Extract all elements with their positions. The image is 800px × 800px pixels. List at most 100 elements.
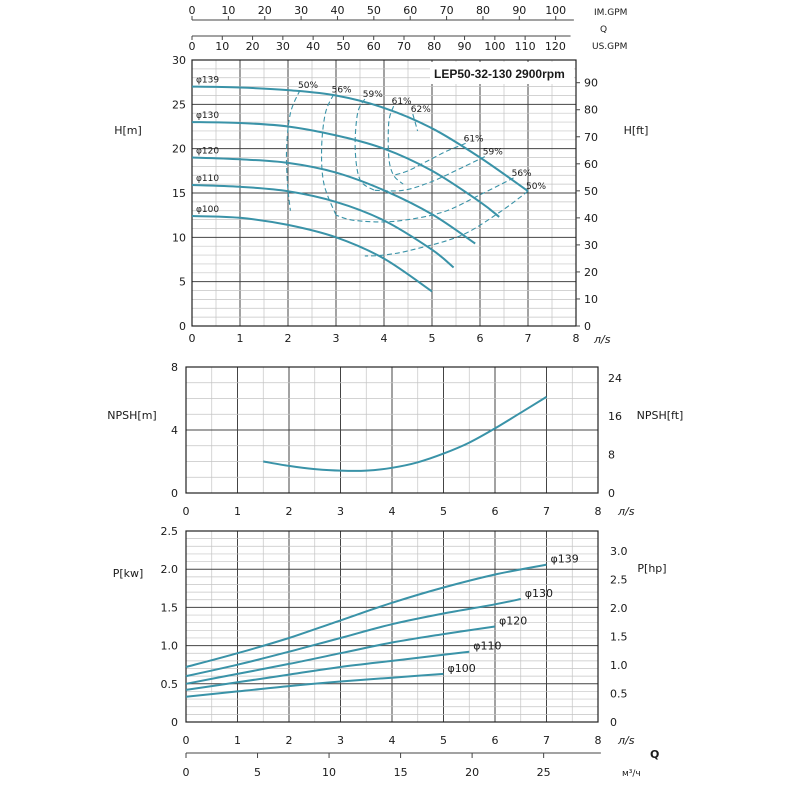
y2-tick-label: 0 xyxy=(584,320,591,333)
x-tick-label: 8 xyxy=(573,332,580,345)
us-gpm-tick-label: 90 xyxy=(458,40,472,53)
power-curve xyxy=(185,598,522,678)
y-axis-label: P[kw] xyxy=(113,567,144,580)
y2-tick-label: 2.5 xyxy=(610,574,628,587)
x-tick-label: 5 xyxy=(429,332,436,345)
y-tick-label: 4 xyxy=(171,424,178,437)
x-tick-label: 4 xyxy=(389,505,396,518)
head-curve xyxy=(191,184,455,269)
y-tick-label: 0 xyxy=(179,320,186,333)
head-curve xyxy=(191,121,500,218)
q-axis-label: Q xyxy=(650,748,659,761)
x-unit-label: л/s xyxy=(617,734,635,747)
impeller-label: φ130 xyxy=(196,111,219,121)
im-gpm-tick-label: 90 xyxy=(512,4,526,17)
us-gpm-tick-label: 100 xyxy=(484,40,505,53)
m3h-tick-label: 10 xyxy=(322,766,336,779)
efficiency-label: 50% xyxy=(298,81,318,91)
x-tick-label: 7 xyxy=(525,332,532,345)
x-tick-label: 8 xyxy=(595,505,602,518)
impeller-label: φ139 xyxy=(551,553,579,566)
y2-tick-label: 0.5 xyxy=(610,688,628,701)
us-gpm-unit: US.GPM xyxy=(592,42,627,52)
head-curve xyxy=(191,85,529,193)
m3h-tick-label: 20 xyxy=(465,766,479,779)
impeller-label: φ100 xyxy=(448,662,476,675)
y2-tick-label: 0 xyxy=(610,716,617,729)
efficiency-label: 61% xyxy=(392,97,412,107)
impeller-label: φ100 xyxy=(196,205,219,215)
power-chart: 0 0.5 1.0 1.5 2.0 2.5 0 0.5 1.0 1.5 2.0 2.5 3.0 0 1 2 3 4… xyxy=(113,525,667,747)
y2-tick-label: 1.5 xyxy=(610,631,628,644)
y2-axis-label: P[hp] xyxy=(637,562,666,575)
x-tick-label: 1 xyxy=(234,734,241,747)
y2-tick-label: 70 xyxy=(584,131,598,144)
impeller-label: φ139 xyxy=(196,76,219,86)
flow-unit-axes: 0 10 20 30 40 50 60 70 80 90 100 IM.GPM Q 0 10 20 30 40 50… xyxy=(189,4,628,53)
x-tick-label: 7 xyxy=(543,505,550,518)
x-tick-label: 5 xyxy=(440,734,447,747)
x-tick-label: 4 xyxy=(381,332,388,345)
head-curve xyxy=(191,156,476,245)
head-curve xyxy=(191,215,433,293)
plot-frame xyxy=(191,59,577,327)
efficiency-label: 59% xyxy=(363,90,383,100)
efficiency-contour xyxy=(387,105,404,185)
plot-frame xyxy=(185,530,599,723)
y2-tick-label: 1.0 xyxy=(610,659,628,672)
y2-tick-label: 10 xyxy=(584,293,598,306)
x-tick-label: 3 xyxy=(337,505,344,518)
y-tick-label: 1.0 xyxy=(161,640,179,653)
m3h-tick-label: 15 xyxy=(394,766,408,779)
y2-tick-label: 60 xyxy=(584,158,598,171)
impeller-label: φ110 xyxy=(473,640,501,653)
y-tick-label: 0 xyxy=(171,716,178,729)
us-gpm-tick-label: 70 xyxy=(397,40,411,53)
x-tick-label: 4 xyxy=(389,734,396,747)
us-gpm-tick-label: 40 xyxy=(306,40,320,53)
efficiency-contour xyxy=(354,98,375,191)
power-curve xyxy=(185,650,470,691)
x-tick-label: 6 xyxy=(492,734,499,747)
us-gpm-tick-label: 10 xyxy=(215,40,229,53)
y-tick-label: 8 xyxy=(171,361,178,374)
im-gpm-tick-label: 80 xyxy=(476,4,490,17)
power-curve xyxy=(185,563,547,668)
y2-tick-label: 3.0 xyxy=(610,545,628,558)
x-tick-label: 1 xyxy=(237,332,244,345)
y-tick-label: 0.5 xyxy=(161,678,179,691)
im-gpm-tick-label: 100 xyxy=(545,4,566,17)
efficiency-contour xyxy=(393,142,466,176)
im-gpm-tick-label: 0 xyxy=(189,4,196,17)
impeller-label: φ120 xyxy=(499,615,527,628)
impeller-label: φ110 xyxy=(196,174,219,184)
im-gpm-tick-label: 40 xyxy=(330,4,344,17)
y-axis-label: NPSH[m] xyxy=(107,409,156,422)
efficiency-label: 56% xyxy=(512,169,532,179)
y2-tick-label: 8 xyxy=(608,449,615,462)
m3h-unit: м³/ч xyxy=(622,769,641,779)
y2-tick-label: 20 xyxy=(584,266,598,279)
y2-axis-label: H[ft] xyxy=(624,124,649,137)
x-tick-label: 2 xyxy=(286,734,293,747)
y-tick-label: 0 xyxy=(171,487,178,500)
us-gpm-tick-label: 80 xyxy=(427,40,441,53)
x-tick-label: 5 xyxy=(440,505,447,518)
x-tick-label: 3 xyxy=(337,734,344,747)
y-tick-label: 30 xyxy=(172,54,186,67)
us-gpm-tick-label: 60 xyxy=(367,40,381,53)
efficiency-label: 50% xyxy=(526,182,546,192)
y2-tick-label: 30 xyxy=(584,239,598,252)
x-tick-label: 1 xyxy=(234,505,241,518)
m3h-axis: 0 5 10 15 20 25 Qм³/ч xyxy=(183,748,660,779)
m3h-tick-label: 0 xyxy=(183,766,190,779)
y-tick-label: 2.5 xyxy=(161,525,179,538)
x-tick-label: 3 xyxy=(333,332,340,345)
us-gpm-tick-label: 50 xyxy=(336,40,350,53)
im-gpm-tick-label: 20 xyxy=(258,4,272,17)
y2-tick-label: 90 xyxy=(584,77,598,90)
efficiency-contour xyxy=(374,156,486,192)
impeller-label: φ130 xyxy=(525,587,553,600)
